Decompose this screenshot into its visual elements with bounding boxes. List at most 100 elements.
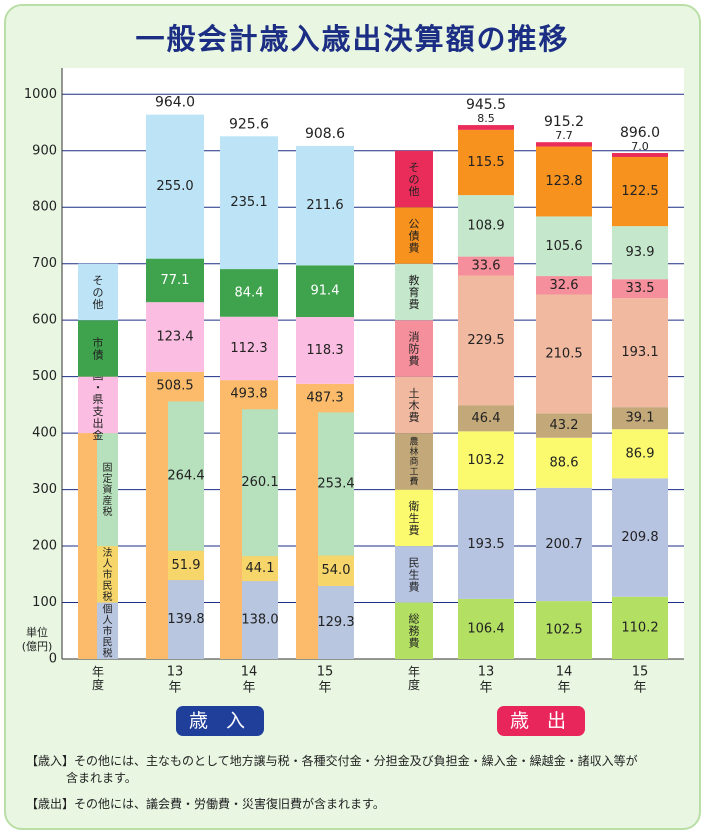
revenue-legend-label: 法人市民税 <box>103 546 113 603</box>
expenditure-legend-label: 教育費 <box>409 274 420 311</box>
revenue-tax-segment-label: 139.8 <box>167 612 204 627</box>
expenditure-segment-label: 33.6 <box>472 259 501 274</box>
y-tick-label: 900 <box>32 143 57 158</box>
expenditure-year-label: 15 <box>632 665 649 680</box>
revenue-bar-tax-segment <box>168 580 204 659</box>
expenditure-segment-label: 115.5 <box>467 155 504 170</box>
revenue-legend-segment <box>78 263 118 321</box>
expenditure-segment-label: 93.9 <box>626 245 655 260</box>
chart-title: 一般会計歳入歳出決算額の推移 <box>135 22 570 56</box>
expenditure-badge: 歳 出 <box>497 706 586 736</box>
revenue-legend-label: 個人市民税 <box>103 602 113 659</box>
expenditure-bar-segment <box>536 146 592 217</box>
revenue-city-tax-label: 487.3 <box>306 390 343 405</box>
y-tick-label: 300 <box>32 482 57 497</box>
revenue-segment-label: 255.0 <box>156 179 193 194</box>
expenditure-year-label: 14 <box>556 665 573 680</box>
expenditure-segment-label: 193.5 <box>467 537 504 552</box>
expenditure-year-label: 年 <box>557 681 570 696</box>
expenditure-segment-label: 193.1 <box>621 345 658 360</box>
expenditure-segment-label: 110.2 <box>621 620 658 635</box>
revenue-year-label: 年 <box>318 681 331 696</box>
revenue-bar-segment <box>146 258 204 303</box>
revenue-legend-label: 国・県支出金 <box>93 369 104 442</box>
expenditure-year-label: 13 <box>478 665 495 680</box>
revenue-year-label: 年 <box>242 681 255 696</box>
expenditure-note-text: その他には、議会費・労働費・災害復旧費が含まれます。 <box>74 797 385 811</box>
expenditure-bar-segment <box>536 437 592 488</box>
revenue-bar-tax-segment <box>168 401 204 551</box>
revenue-legend-label: 固定資産税 <box>103 462 113 518</box>
expenditure-segment-label: 209.8 <box>621 530 658 545</box>
revenue-note: 【歳入】その他には、主なものとして地方譲与税・各種交付金・分担金及び負担金・繰入… <box>26 753 691 787</box>
expenditure-segment-label: 106.4 <box>467 621 504 636</box>
expenditure-total-label: 945.5 <box>466 97 506 113</box>
expenditure-segment-label: 123.8 <box>545 174 582 189</box>
unit-label: (億円) <box>22 640 53 653</box>
revenue-bar-tax-segment <box>242 409 278 557</box>
expenditure-bar-segment <box>612 596 668 659</box>
expenditure-segment-label: 122.5 <box>621 184 658 199</box>
expenditure-bar-segment <box>612 153 668 157</box>
revenue-segment-label: 91.4 <box>311 284 340 299</box>
expenditure-legend-segment <box>395 376 433 434</box>
revenue-note-text-cont: 含まれます。 <box>66 771 137 785</box>
revenue-bar-tax-segment <box>242 556 278 582</box>
expenditure-legend-segment <box>395 489 433 547</box>
expenditure-segment-label: 8.5 <box>477 112 495 125</box>
revenue-year-label: 年 <box>168 681 181 696</box>
expenditure-segment-label: 200.7 <box>545 537 582 552</box>
revenue-note-text: その他には、主なものとして地方譲与税・各種交付金・分担金及び負担金・繰入金・繰越… <box>74 754 638 768</box>
expenditure-bar-segment <box>458 431 514 490</box>
y-tick-label: 200 <box>32 539 57 554</box>
revenue-bar-segment <box>296 317 354 384</box>
expenditure-bar-segment <box>458 598 514 659</box>
expenditure-segment-label: 7.0 <box>631 140 649 153</box>
y-tick-label: 400 <box>32 426 57 441</box>
expenditure-legend-segment <box>395 263 433 321</box>
expenditure-legend-segment <box>395 150 433 208</box>
revenue-tax-segment-label: 260.1 <box>241 475 278 490</box>
expenditure-segment-label: 46.4 <box>472 411 501 426</box>
y-tick-label: 700 <box>32 256 57 271</box>
y-tick-label: 500 <box>32 369 57 384</box>
revenue-segment-label: 112.3 <box>230 341 267 356</box>
revenue-year-label: 13 <box>167 665 184 680</box>
expenditure-segment-label: 102.5 <box>545 623 582 638</box>
expenditure-bar-segment <box>536 276 592 295</box>
expenditure-bar-segment <box>458 489 514 599</box>
expenditure-legend-year-label: 年度 <box>408 665 420 692</box>
expenditure-bar-segment <box>612 407 668 430</box>
revenue-note-label: 【歳入】 <box>26 754 75 768</box>
expenditure-legend-segment <box>395 546 433 603</box>
y-tick-label: 800 <box>32 200 57 215</box>
expenditure-bar-segment <box>612 298 668 408</box>
expenditure-segment-label: 108.9 <box>467 218 504 233</box>
expenditure-legend-label: 土木費 <box>409 387 420 424</box>
expenditure-bar-segment <box>458 256 514 276</box>
expenditure-legend-label: 民生費 <box>409 556 420 593</box>
revenue-badge: 歳 入 <box>176 706 265 736</box>
revenue-city-tax-label: 493.8 <box>230 387 267 402</box>
revenue-tax-segment-label: 54.0 <box>322 563 351 578</box>
expenditure-bar-segment <box>536 413 592 438</box>
expenditure-legend-segment <box>395 602 433 659</box>
expenditure-year-label: 年 <box>479 681 492 696</box>
expenditure-bar-segment <box>536 216 592 277</box>
revenue-legend-label: その他 <box>93 274 104 311</box>
expenditure-bar-segment <box>612 279 668 299</box>
expenditure-bar-segment <box>458 125 514 130</box>
expenditure-year-label: 年 <box>633 681 646 696</box>
revenue-tax-segment-label: 129.3 <box>317 615 354 630</box>
revenue-tax-segment-label: 138.0 <box>241 613 278 628</box>
expenditure-segment-label: 88.6 <box>550 455 579 470</box>
expenditure-legend-label: 公債費 <box>409 217 420 254</box>
revenue-bar-segment <box>146 302 204 372</box>
expenditure-legend-segment <box>395 320 433 377</box>
expenditure-note: 【歳出】その他には、議会費・労働費・災害復旧費が含まれます。 <box>26 796 385 813</box>
expenditure-legend-segment <box>395 433 433 490</box>
revenue-legend-segment <box>97 433 118 547</box>
expenditure-segment-label: 105.6 <box>545 239 582 254</box>
expenditure-legend-label: 総務費 <box>409 612 420 650</box>
